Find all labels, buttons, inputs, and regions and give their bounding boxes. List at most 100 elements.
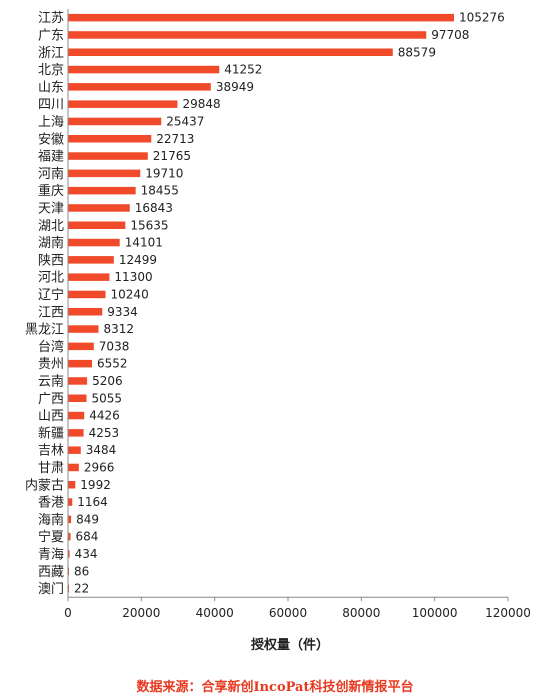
value-label: 6552 [97,357,128,371]
category-label: 黑龙江 [25,323,64,338]
value-label: 3484 [86,443,117,457]
bar [68,65,220,74]
value-label: 25437 [166,114,204,128]
bar [68,411,85,420]
bar [68,31,427,39]
bar [68,117,162,126]
bar [68,290,106,299]
category-label: 湖北 [38,219,64,234]
value-label: 14101 [125,236,163,250]
bar [68,463,79,472]
value-label: 29848 [182,97,220,111]
value-labels: 105276 97708 88579 41252 38949 29848 25437 2271… [74,11,505,596]
value-label: 10240 [111,287,149,301]
bar [68,13,455,22]
category-label: 甘肃 [38,461,64,476]
bar [68,135,152,143]
value-label: 11300 [114,270,152,284]
category-label: 宁夏 [38,529,64,545]
category-label: 广东 [38,28,64,43]
bar [68,498,73,506]
category-label: 河南 [38,166,64,182]
category-label: 浙江 [38,46,64,61]
category-label: 河北 [38,271,64,286]
category-label: 福建 [38,150,64,165]
value-label: 1992 [80,478,111,492]
bar [68,429,84,437]
category-label: 吉林 [38,444,64,459]
category-label: 江西 [38,305,64,320]
category-label: 云南 [38,373,64,389]
value-label: 21765 [153,149,191,163]
value-label: 88579 [398,45,436,59]
category-label: 澳门 [38,581,64,597]
bar [68,152,148,160]
value-label: 5206 [92,374,123,388]
bar [68,325,99,333]
value-label: 849 [76,512,99,526]
category-label: 西藏 [38,565,64,580]
value-label: 9334 [107,305,138,319]
category-label: 贵州 [38,357,64,372]
value-label: 105276 [459,11,505,25]
category-labels: 江苏广东浙江北京山东四川上海安徽福建河南重庆天津湖北湖南陕西河北辽宁江西黑龙江台… [25,10,64,597]
bar [68,204,130,212]
bar [68,48,393,56]
value-label: 22 [74,582,89,596]
bar [68,186,136,195]
x-tick-label: 60000 [269,606,307,620]
category-label: 广西 [38,392,64,407]
bar [68,256,114,264]
bar [68,308,103,316]
x-tick-label: 120000 [485,606,531,620]
category-label: 上海 [38,115,64,130]
value-label: 97708 [431,28,469,42]
x-tick-label: 40000 [196,606,234,620]
category-label: 重庆 [38,183,64,199]
value-label: 18455 [141,184,179,198]
bar [68,169,141,178]
value-label: 41252 [224,63,262,77]
category-label: 香港 [38,496,64,511]
category-label: 北京 [38,63,64,78]
x-tick-label: 20000 [122,606,160,620]
bar [68,342,94,351]
value-label: 16843 [135,201,173,215]
bar [68,481,76,489]
bar [68,550,70,558]
bars [68,13,455,593]
category-label: 湖南 [38,235,64,251]
category-label: 山西 [38,409,64,424]
value-label: 38949 [216,80,254,94]
value-label: 4253 [89,426,120,440]
category-label: 辽宁 [38,287,64,303]
category-label: 青海 [38,547,64,562]
category-label: 陕西 [38,253,64,268]
category-label: 江苏 [38,10,64,26]
value-label: 4426 [89,409,120,423]
bar [68,532,71,541]
bar [68,100,178,108]
category-label: 内蒙古 [25,477,64,493]
axes [67,9,509,602]
value-label: 684 [76,530,99,544]
bar [68,359,93,368]
value-label: 1164 [77,495,108,509]
category-label: 天津 [38,201,64,216]
bar [68,394,87,402]
value-label: 2966 [84,460,115,474]
bar [68,221,126,229]
value-label: 19710 [145,166,183,180]
x-tick-label: 100000 [412,606,458,620]
value-label: 7038 [99,339,130,353]
value-label: 5055 [92,391,123,405]
value-label: 434 [75,547,98,561]
category-label: 山东 [38,80,64,95]
bar [68,377,88,385]
value-label: 12499 [119,253,157,267]
value-label: 15635 [130,218,168,232]
category-label: 安徽 [38,132,64,147]
category-label: 四川 [38,98,64,113]
bar [68,446,81,454]
x-axis-label: 授权量（件） [251,637,329,653]
